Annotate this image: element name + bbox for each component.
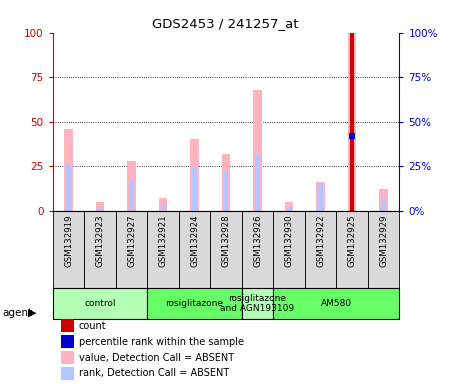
Bar [64,129,73,210]
Bar [62,319,73,333]
Bar [62,351,73,364]
Text: AM580: AM580 [321,299,352,308]
Text: GSM132922: GSM132922 [316,214,325,267]
Text: value, Detection Call = ABSENT: value, Detection Call = ABSENT [79,353,234,362]
Bar [62,367,73,380]
Text: rosiglitazone
and AGN193109: rosiglitazone and AGN193109 [220,294,295,313]
Text: GSM132930: GSM132930 [285,214,294,267]
Bar [242,288,273,319]
Bar [319,184,323,210]
Bar [347,33,357,210]
Bar [316,182,325,210]
Text: GSM132924: GSM132924 [190,214,199,267]
Text: count: count [79,321,106,331]
Bar [273,210,305,288]
Bar [273,288,399,319]
Bar [127,161,136,210]
Text: ▶: ▶ [28,308,37,318]
Bar [179,210,210,288]
Text: GSM132929: GSM132929 [379,214,388,267]
Bar [222,154,230,210]
Bar [190,139,199,210]
Bar [116,210,147,288]
Bar [285,202,293,210]
Bar [147,210,179,288]
Bar [351,33,353,210]
Bar [305,210,336,288]
Bar [287,207,291,210]
Bar [255,154,260,210]
Bar [129,180,134,210]
Text: rank, Detection Call = ABSENT: rank, Detection Call = ABSENT [79,368,229,379]
Bar [62,335,73,348]
Text: GSM132919: GSM132919 [64,214,73,267]
Text: GSM132928: GSM132928 [222,214,230,267]
Bar [210,210,242,288]
Bar [379,189,388,210]
Bar [98,207,102,210]
Bar [349,133,355,139]
Bar [192,168,197,210]
Text: rosiglitazone: rosiglitazone [166,299,224,308]
Bar [224,171,228,210]
Bar [161,204,165,210]
Text: GSM132926: GSM132926 [253,214,262,267]
Text: GSM132925: GSM132925 [347,214,357,267]
Bar [159,198,168,210]
Bar [253,89,262,210]
Bar [84,210,116,288]
Bar [242,210,273,288]
Bar [336,210,368,288]
Bar [350,136,354,210]
Text: control: control [84,299,116,308]
Text: agent: agent [2,308,33,318]
Bar [147,288,242,319]
Text: percentile rank within the sample: percentile rank within the sample [79,337,244,347]
Bar [381,198,386,210]
Text: GSM132923: GSM132923 [95,214,105,267]
Bar [368,210,399,288]
Bar [67,162,71,210]
Text: GSM132921: GSM132921 [158,214,168,267]
Bar [95,202,105,210]
Bar [53,210,84,288]
Text: GDS2453 / 241257_at: GDS2453 / 241257_at [151,17,298,30]
Text: GSM132927: GSM132927 [127,214,136,267]
Bar [53,288,147,319]
